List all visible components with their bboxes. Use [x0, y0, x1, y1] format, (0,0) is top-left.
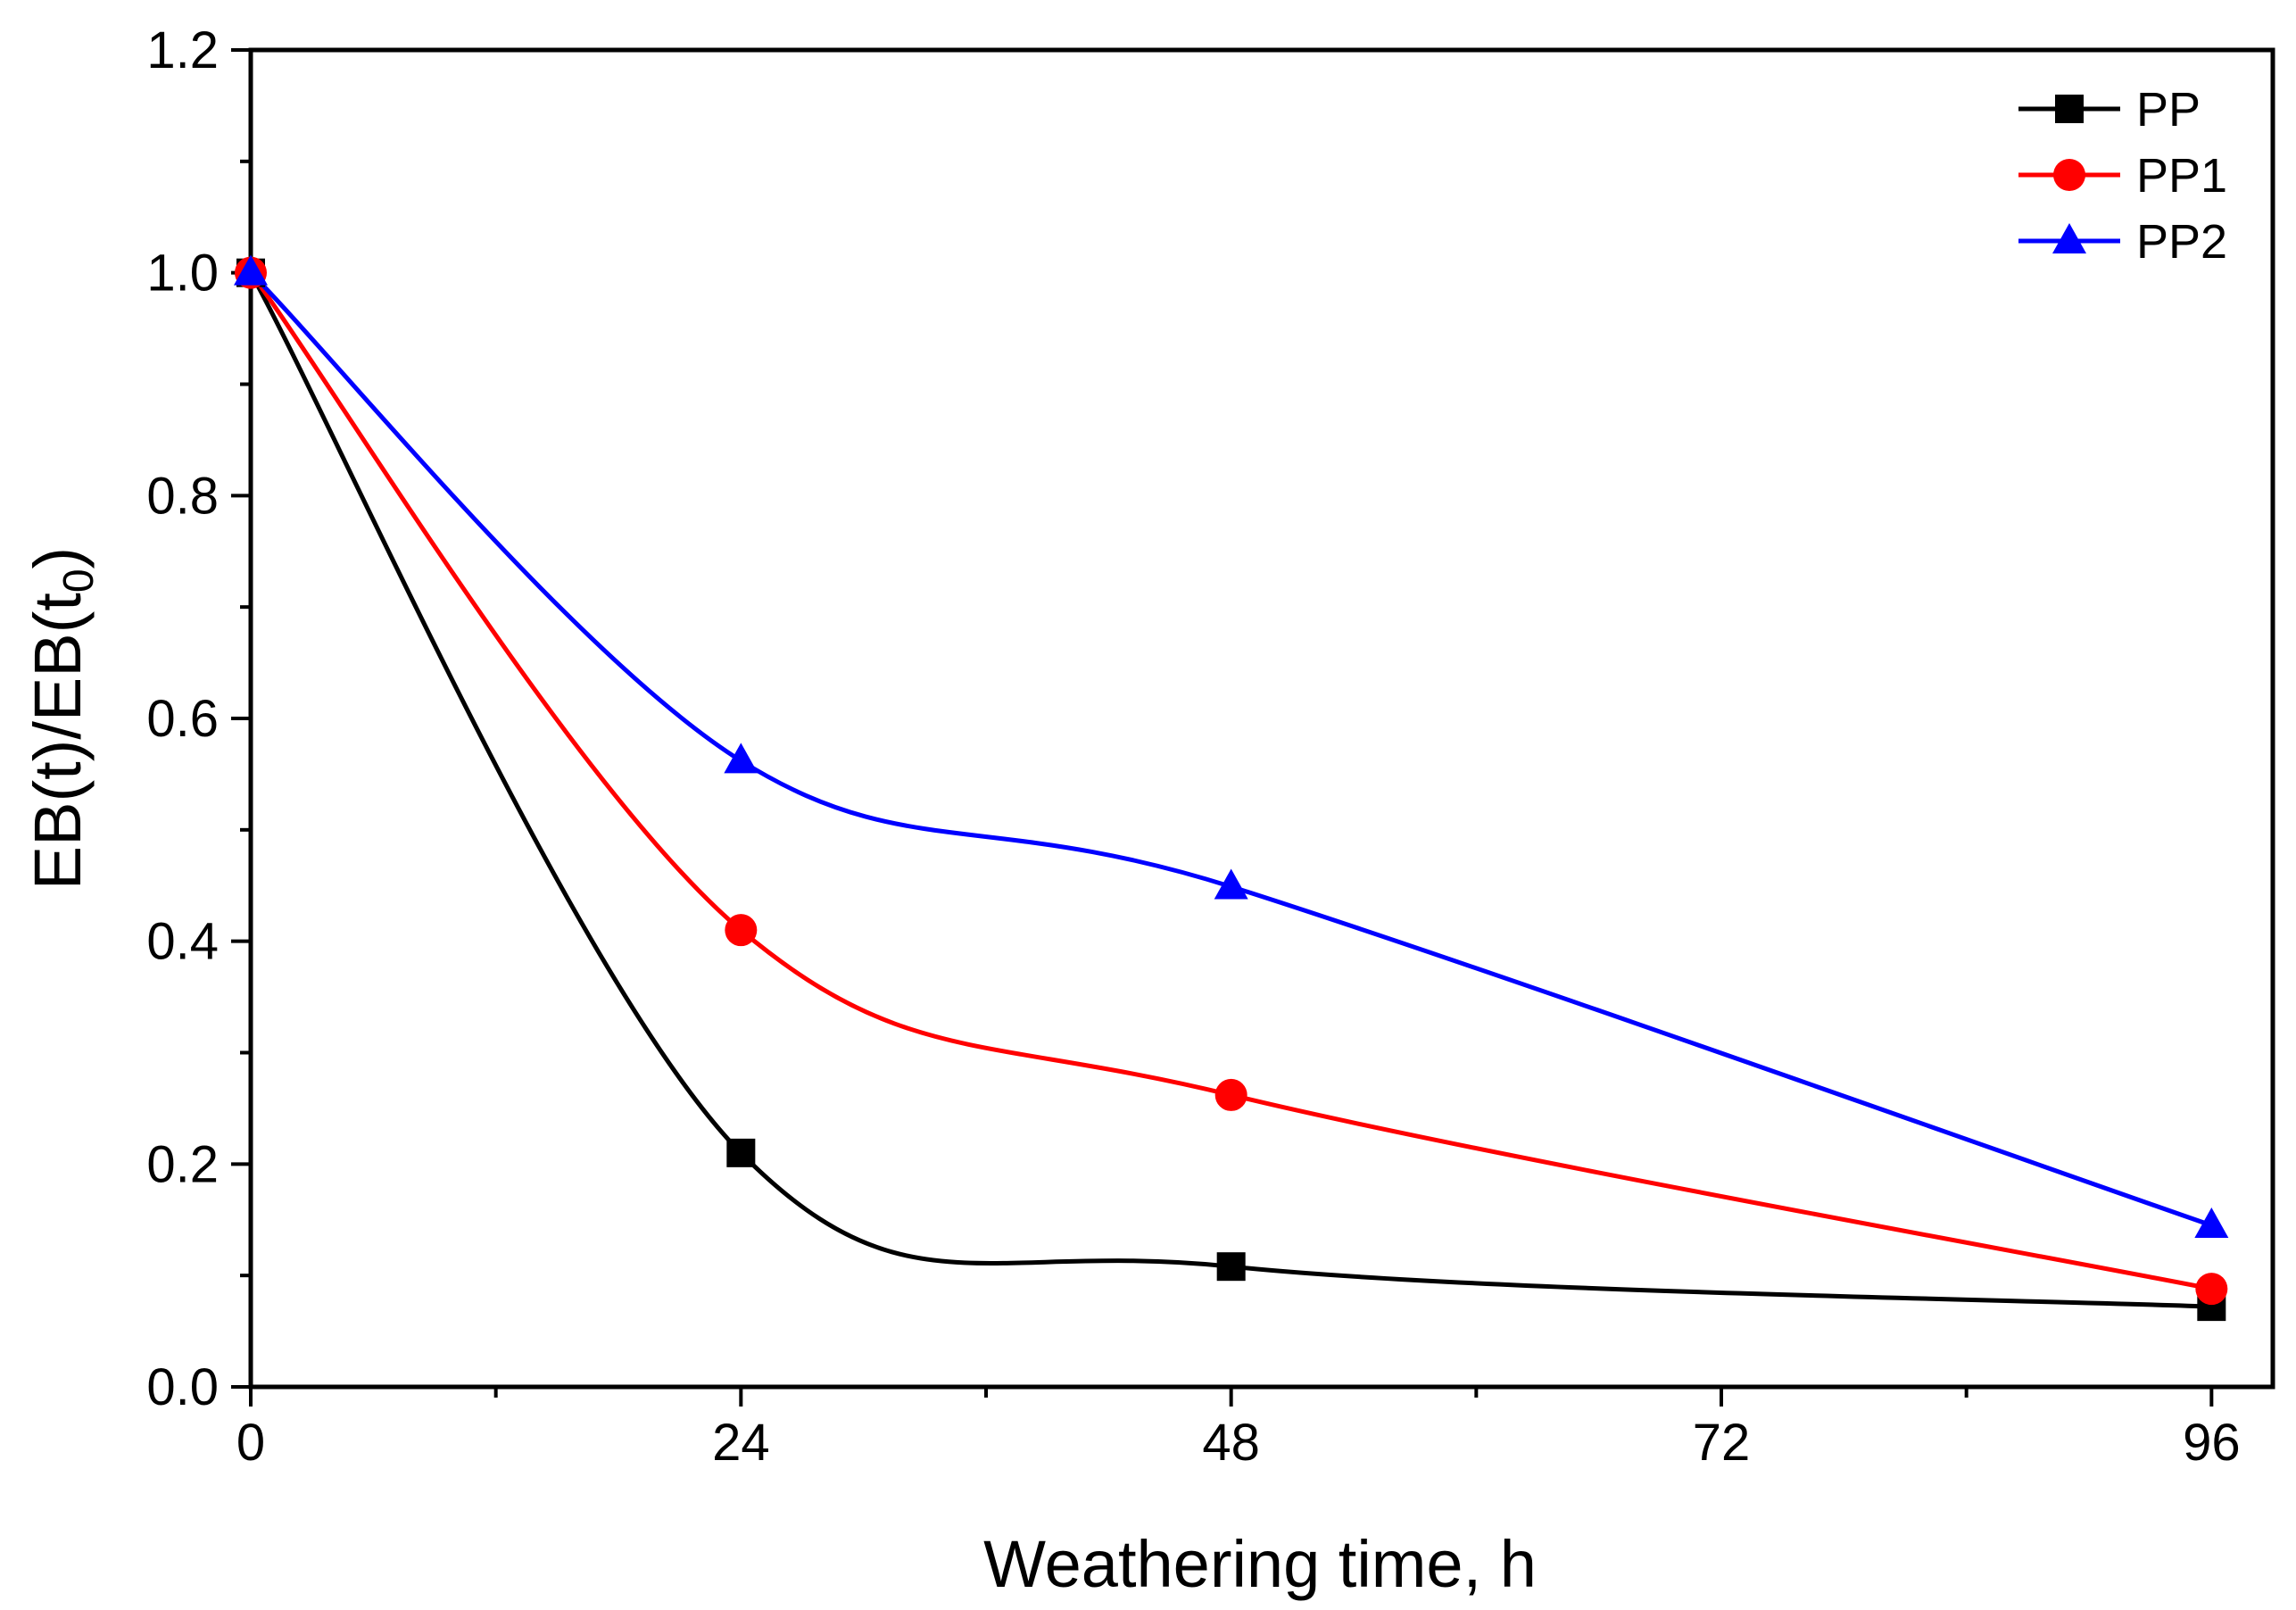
- series-markers: [234, 254, 2229, 1322]
- y-axis-title-subscript: 0: [55, 568, 103, 593]
- data-point-pp1: [1214, 1078, 1247, 1111]
- legend-label-pp: PP: [2136, 83, 2201, 137]
- legend-marker-pp: [2055, 95, 2084, 123]
- legend-label-pp1: PP1: [2136, 149, 2227, 203]
- y-tick-label: 0.2: [146, 1135, 219, 1193]
- y-tick-label: 1.2: [146, 21, 219, 79]
- x-tick-label: 72: [1693, 1414, 1751, 1472]
- data-point-pp1: [2195, 1273, 2228, 1306]
- legend: PP PP1 PP2: [2018, 83, 2227, 269]
- y-tick-label: 0.0: [146, 1358, 219, 1416]
- series-line-pp1: [248, 271, 2212, 1291]
- legend-marker-pp1: [2053, 159, 2085, 191]
- legend-marker-pp2: [2052, 223, 2086, 253]
- series-lines: [248, 270, 2213, 1309]
- x-axis-ticks: 0 24 48 72 96: [236, 1387, 2241, 1472]
- data-point-pp2: [2194, 1207, 2229, 1238]
- y-axis-title-main: EB(t)/EB(t: [21, 593, 95, 890]
- series-line-pp2: [249, 270, 2213, 1228]
- data-point-pp2: [234, 254, 268, 286]
- y-axis-ticks: 0.0 0.2 0.4 0.6 0.8 1.0 1.2: [146, 21, 251, 1416]
- y-tick-label: 0.6: [146, 690, 219, 748]
- x-tick-label: 48: [1202, 1414, 1260, 1472]
- x-axis-title: Weathering time, h: [983, 1527, 1537, 1601]
- data-point-pp2: [1214, 868, 1248, 900]
- y-axis-title: EB(t)/EB(t0): [21, 547, 103, 890]
- x-tick-label: 0: [236, 1414, 265, 1472]
- y-axis-title-close: ): [21, 547, 95, 569]
- legend-label-pp2: PP2: [2136, 215, 2227, 269]
- data-point-pp: [726, 1138, 756, 1167]
- series-line-pp: [248, 271, 2212, 1309]
- data-point-pp: [1216, 1252, 1246, 1282]
- x-tick-label: 24: [712, 1414, 770, 1472]
- y-tick-label: 0.4: [146, 913, 219, 971]
- x-tick-label: 96: [2183, 1414, 2241, 1472]
- y-tick-label: 0.8: [146, 467, 219, 525]
- y-tick-label: 1.0: [146, 245, 219, 303]
- data-point-pp1: [725, 914, 758, 947]
- data-point-pp2: [724, 743, 758, 774]
